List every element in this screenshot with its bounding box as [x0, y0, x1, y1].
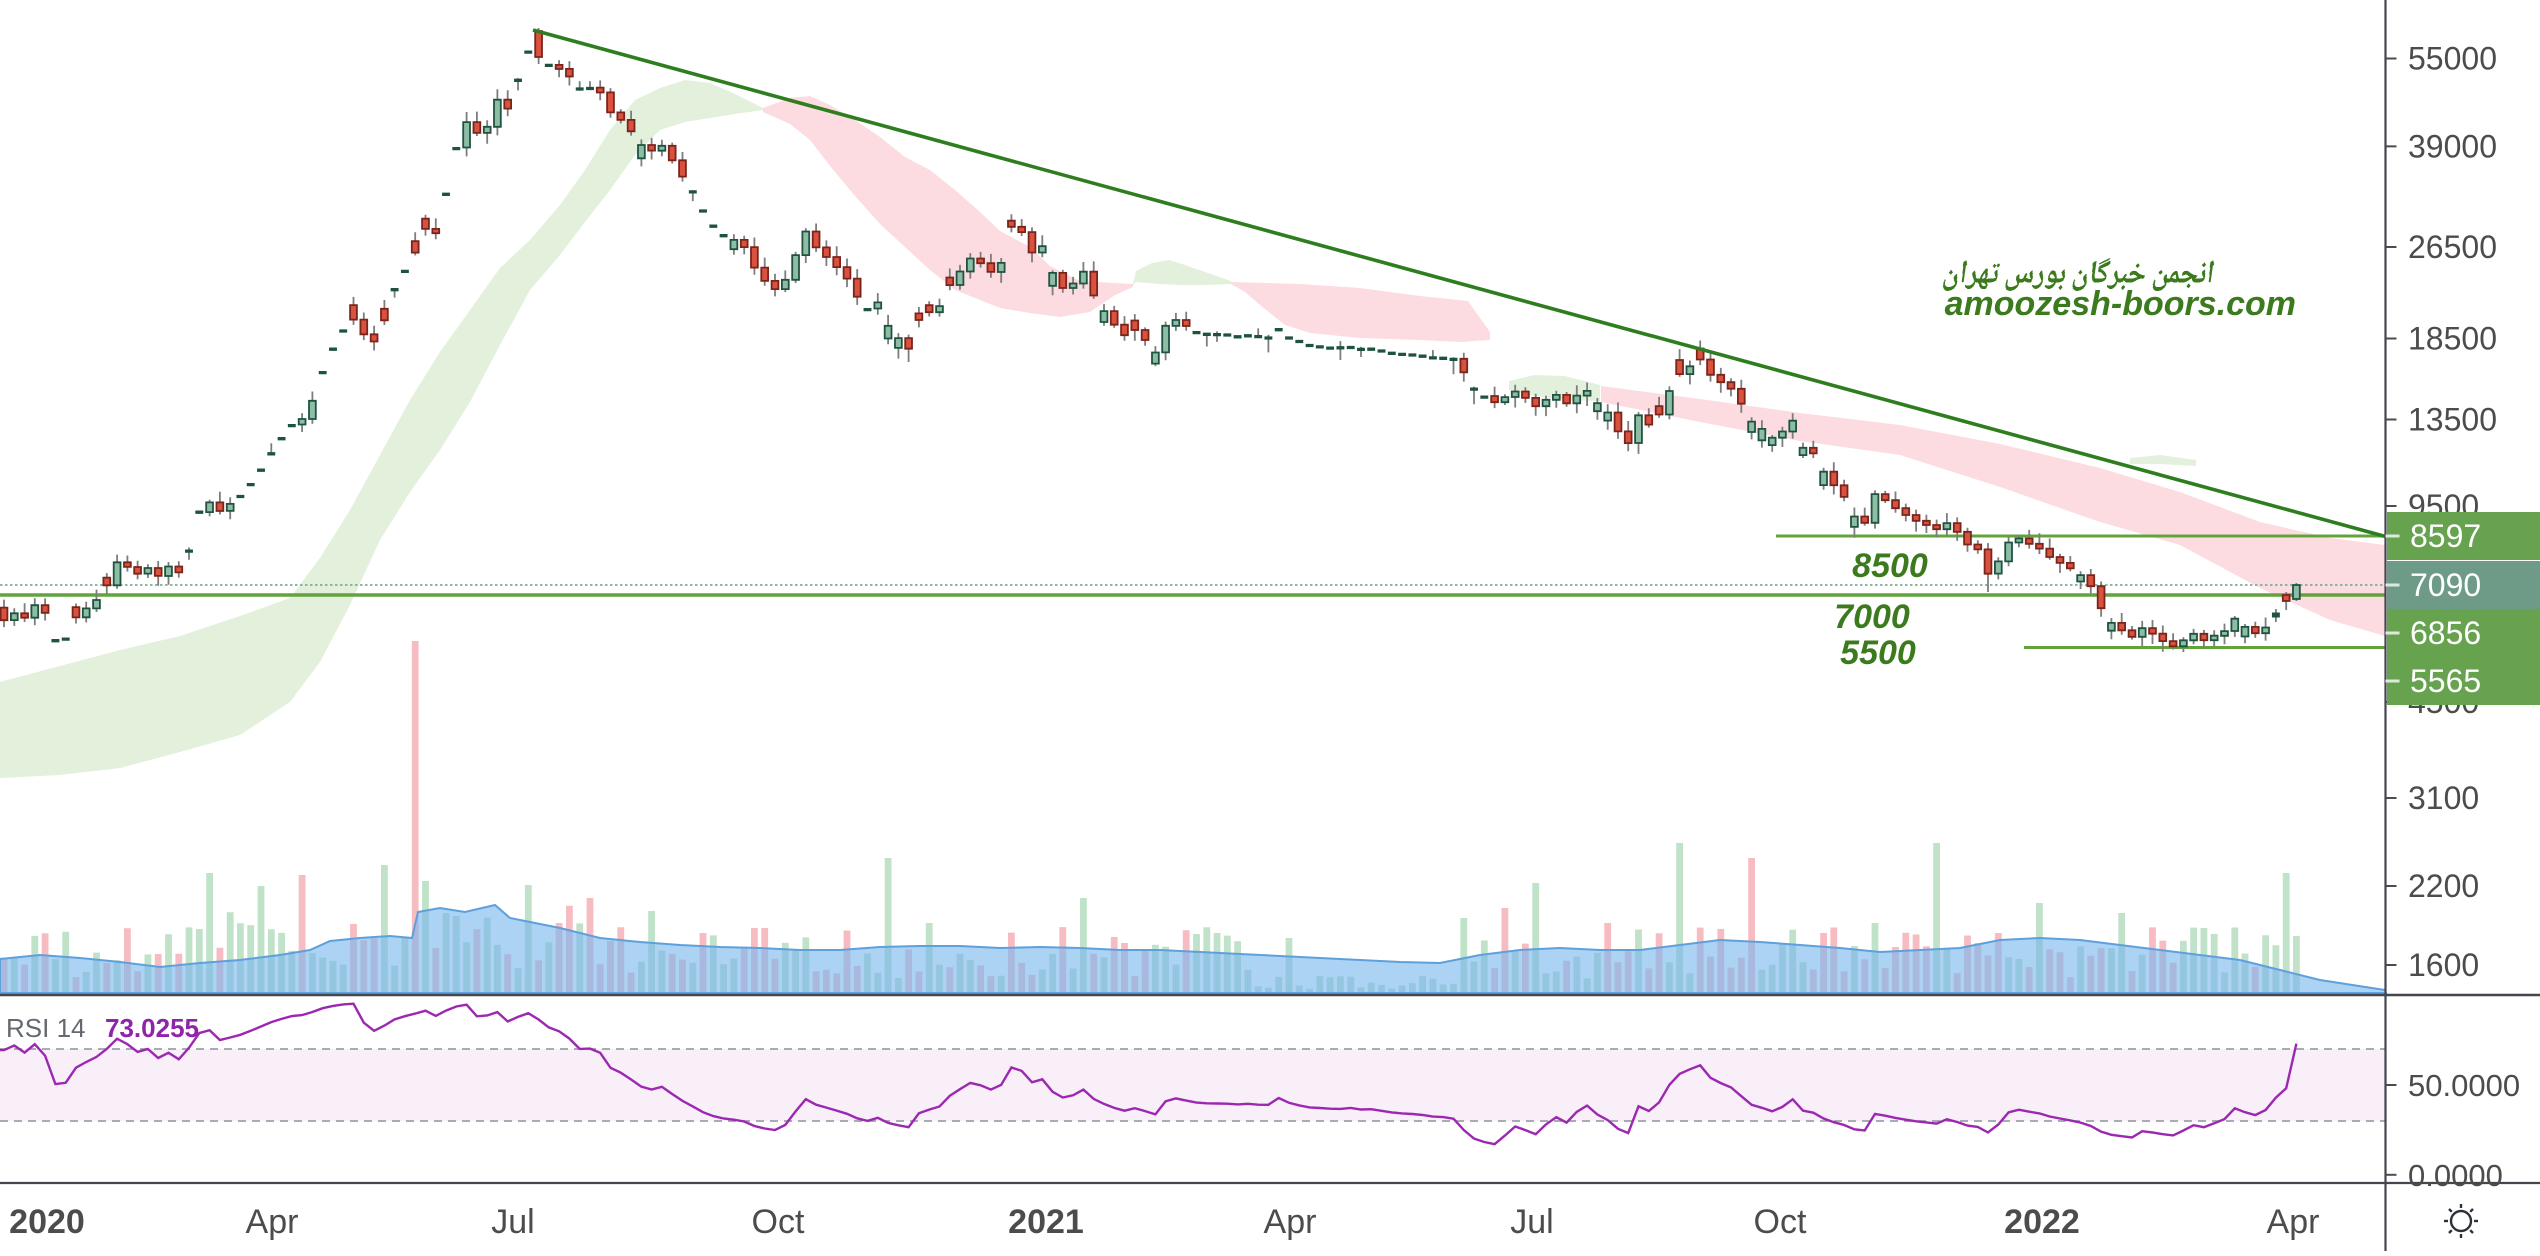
svg-text:Jul: Jul: [1510, 1203, 1553, 1241]
svg-text:2020: 2020: [9, 1203, 85, 1241]
svg-text:7000: 7000: [1834, 598, 1910, 636]
svg-text:Oct: Oct: [752, 1203, 805, 1241]
svg-text:8500: 8500: [1852, 547, 1928, 585]
svg-text:RSI 14: RSI 14: [6, 1013, 86, 1043]
svg-text:amoozesh-boors.com: amoozesh-boors.com: [1945, 285, 2296, 323]
svg-text:Apr: Apr: [1264, 1203, 1317, 1241]
svg-text:18500: 18500: [2408, 321, 2497, 357]
svg-text:Oct: Oct: [1754, 1203, 1807, 1241]
svg-text:39000: 39000: [2408, 128, 2497, 164]
svg-text:8597: 8597: [2410, 518, 2481, 554]
svg-text:Apr: Apr: [2267, 1203, 2320, 1241]
svg-text:6856: 6856: [2410, 615, 2481, 651]
svg-text:2022: 2022: [2004, 1203, 2080, 1241]
svg-text:5500: 5500: [1840, 634, 1916, 672]
svg-text:50.0000: 50.0000: [2408, 1068, 2520, 1103]
svg-text:0.0000: 0.0000: [2408, 1158, 2503, 1193]
svg-text:1600: 1600: [2408, 947, 2479, 983]
svg-text:5565: 5565: [2410, 663, 2481, 699]
svg-text:26500: 26500: [2408, 229, 2497, 265]
svg-text:2200: 2200: [2408, 868, 2479, 904]
svg-text:Apr: Apr: [246, 1203, 299, 1241]
svg-text:13500: 13500: [2408, 402, 2497, 438]
svg-text:3100: 3100: [2408, 780, 2479, 816]
svg-text:55000: 55000: [2408, 41, 2497, 77]
svg-text:Jul: Jul: [491, 1203, 534, 1241]
svg-text:73.0255: 73.0255: [105, 1013, 199, 1043]
svg-text:2021: 2021: [1008, 1203, 1084, 1241]
svg-text:7090: 7090: [2410, 567, 2481, 603]
